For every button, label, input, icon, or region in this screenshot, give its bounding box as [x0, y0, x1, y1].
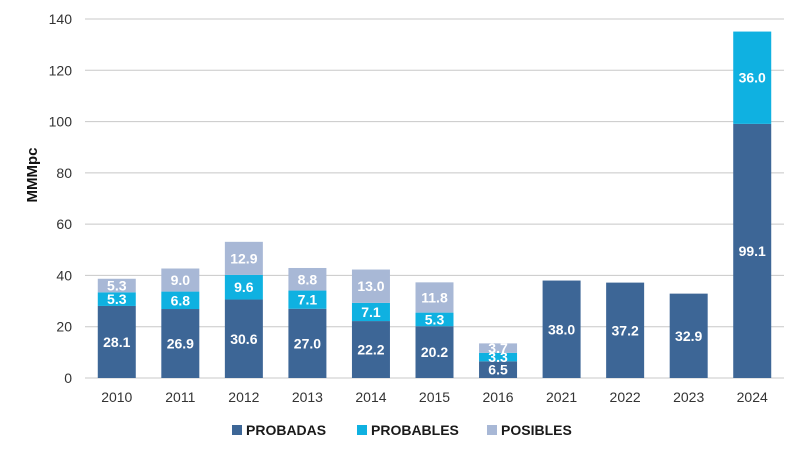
legend-label-posibles: POSIBLES — [501, 422, 572, 438]
bar-probables-2011 — [161, 291, 200, 310]
data-label: 20.2 — [421, 344, 448, 360]
bar-probables-2012 — [224, 274, 263, 300]
bar-probables-2010 — [97, 292, 136, 306]
data-label: 26.9 — [167, 336, 194, 352]
data-label: 99.1 — [739, 243, 766, 259]
data-label: 28.1 — [103, 334, 130, 350]
data-label: 5.3 — [107, 278, 127, 294]
bar-probadas-2024 — [733, 123, 772, 378]
x-axis-ticks: 2010 2011 2012 2013 2014 2015 2016 2021 2022 2023… — [101, 389, 768, 405]
data-label: 9.6 — [234, 279, 254, 295]
bar-posibles-2011 — [161, 268, 200, 292]
legend-label-probadas: PROBADAS — [246, 422, 326, 438]
y-tick-label: 60 — [56, 216, 72, 232]
bar-probadas-2015 — [415, 326, 454, 378]
data-label: 3.7 — [488, 340, 508, 356]
data-label: 9.0 — [171, 272, 191, 288]
y-tick-label: 100 — [49, 114, 73, 130]
data-label: 12.9 — [230, 250, 257, 266]
legend-swatch-probables — [357, 425, 367, 435]
x-tick-label: 2010 — [101, 389, 132, 405]
y-tick-label: 40 — [56, 267, 72, 283]
bar-posibles-2013 — [288, 267, 327, 291]
x-tick-label: 2021 — [546, 389, 577, 405]
x-tick-label: 2011 — [165, 389, 195, 405]
x-tick-label: 2014 — [355, 389, 386, 405]
data-label: 36.0 — [739, 70, 766, 86]
y-tick-label: 20 — [56, 319, 72, 335]
data-label: 37.2 — [612, 322, 639, 338]
x-tick-label: 2015 — [419, 389, 450, 405]
y-tick-label: 80 — [56, 165, 72, 181]
data-label: 30.6 — [230, 331, 257, 347]
bar-probables-2013 — [288, 290, 327, 309]
x-tick-label: 2022 — [610, 389, 641, 405]
bar-probadas-2023 — [669, 293, 708, 378]
bar-probadas-2012 — [224, 299, 263, 378]
x-tick-label: 2012 — [228, 389, 259, 405]
data-label: 13.0 — [357, 278, 384, 294]
data-label: 5.3 — [425, 311, 445, 327]
bar-probadas-2021 — [542, 280, 581, 378]
bar-posibles-2016 — [479, 343, 518, 353]
bar-probadas-2010 — [97, 305, 136, 378]
x-tick-label: 2013 — [292, 389, 323, 405]
data-label: 3.3 — [488, 349, 508, 365]
bar-probadas-2014 — [351, 321, 390, 378]
bar-probables-2024 — [733, 31, 772, 124]
data-label: 7.1 — [298, 292, 318, 308]
bar-probables-2016 — [479, 352, 518, 362]
bar-probables-2014 — [351, 302, 390, 322]
data-label: 22.2 — [357, 342, 384, 358]
data-label: 38.0 — [548, 321, 575, 337]
bar-probadas-2016 — [479, 361, 518, 378]
y-tick-label: 120 — [49, 62, 73, 78]
legend-swatch-posibles — [487, 425, 497, 435]
x-tick-label: 2023 — [673, 389, 704, 405]
legend: PROBADAS PROBABLES POSIBLES — [232, 422, 572, 438]
x-tick-label: 2016 — [482, 389, 513, 405]
x-tick-label: 2024 — [737, 389, 768, 405]
data-label: 7.1 — [361, 304, 381, 320]
data-label: 6.5 — [488, 362, 508, 378]
bar-probadas-2022 — [606, 282, 645, 378]
data-label: 8.8 — [298, 271, 318, 287]
bars: 28.15.35.326.96.89.030.69.612.927.07.18.… — [97, 31, 772, 378]
bar-posibles-2015 — [415, 282, 454, 313]
bar-probadas-2011 — [161, 309, 200, 378]
legend-label-probables: PROBABLES — [371, 422, 459, 438]
gridlines — [85, 18, 784, 379]
bar-probadas-2013 — [288, 308, 327, 378]
data-label: 6.8 — [171, 292, 191, 308]
y-tick-label: 0 — [64, 370, 72, 386]
data-label: 11.8 — [421, 289, 448, 305]
y-tick-label: 140 — [49, 11, 73, 27]
bar-probables-2015 — [415, 312, 454, 327]
data-label: 5.3 — [107, 291, 127, 307]
bar-posibles-2012 — [224, 241, 263, 275]
bar-posibles-2010 — [97, 278, 136, 293]
legend-swatch-probadas — [232, 425, 242, 435]
bar-posibles-2014 — [351, 269, 390, 303]
y-axis-label: MMMpc — [24, 148, 41, 203]
y-axis-ticks: 0 20 40 60 80 100 120 140 — [49, 11, 73, 386]
data-label: 32.9 — [675, 328, 702, 344]
data-label: 27.0 — [294, 335, 321, 351]
